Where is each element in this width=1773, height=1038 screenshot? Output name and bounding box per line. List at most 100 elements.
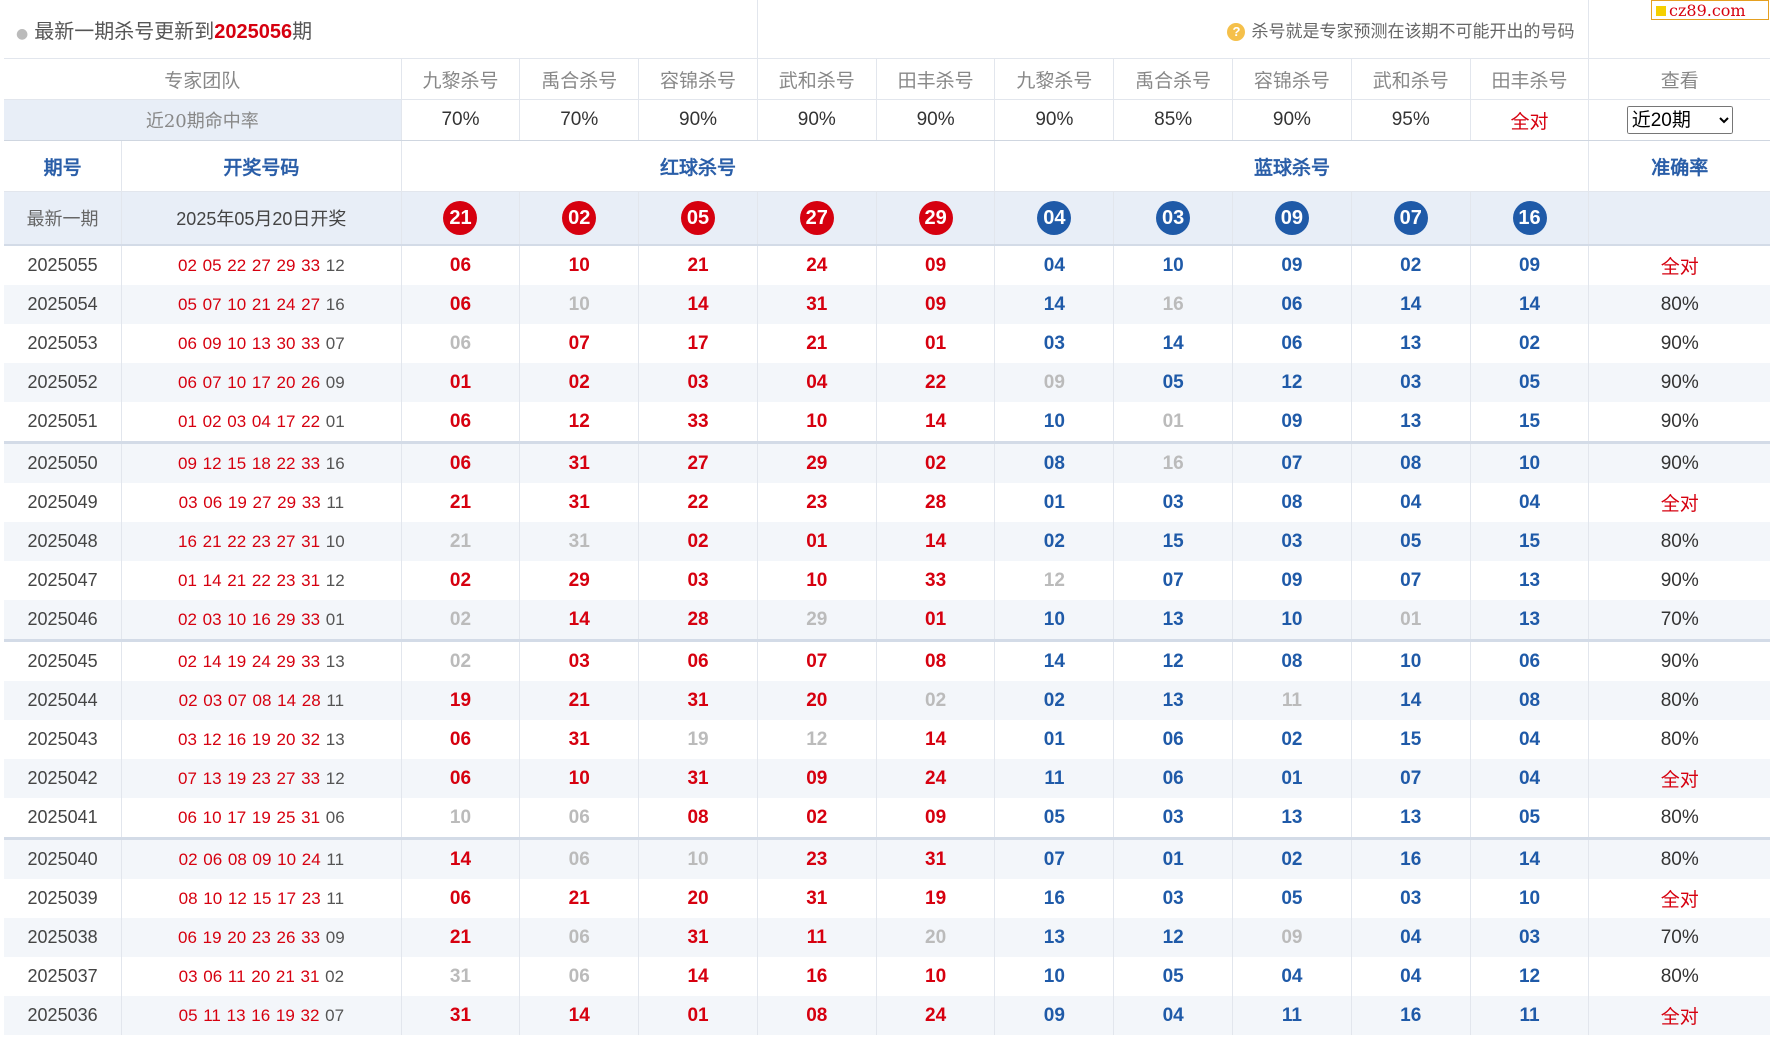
site-logo[interactable]: cz89.com	[1651, 0, 1769, 20]
blue-kill-number: 08	[1350, 442, 1471, 483]
blue-kill-number: 03	[1232, 522, 1352, 561]
red-kill-number: 06	[519, 957, 639, 996]
blue-kill-number: 09	[1469, 245, 1589, 285]
red-kill-number: 28	[638, 600, 758, 642]
draw-blue-number: 11	[326, 690, 345, 710]
red-kill-number: 21	[400, 918, 520, 957]
red-kill-number: 14	[875, 522, 995, 561]
blue-kill-number: 08	[1469, 681, 1589, 720]
red-kill-number: 17	[638, 324, 758, 363]
expert-hit-rate: 90%	[638, 99, 758, 141]
period-select[interactable]: 近20期	[1626, 106, 1733, 134]
latest-blue-kill-cell: 03	[1113, 191, 1233, 246]
draw-red-numbers: 07 13 19 23 27 33	[177, 768, 321, 788]
red-kill-number: 01	[875, 600, 995, 642]
latest-red-kill-cell: 02	[519, 191, 639, 246]
red-kill-number: 06	[400, 402, 520, 444]
issue-number: 2025055	[27, 255, 98, 275]
latest-red-kill-cell: 21	[400, 191, 520, 246]
issue-number: 2025042	[4, 759, 122, 798]
blue-kill-number: 02	[1232, 838, 1352, 879]
red-kill-number: 31	[756, 879, 877, 918]
blue-ball: 09	[1274, 201, 1309, 235]
blue-kill-number: 05	[1232, 879, 1352, 918]
red-kill-number: 29	[519, 561, 639, 600]
blue-kill-number: 03	[1113, 483, 1233, 522]
latest-label: 最新一期	[4, 191, 122, 246]
red-kill-number: 12	[756, 720, 877, 759]
draw-blue-number: 11	[326, 492, 345, 512]
red-kill-number: 16	[756, 957, 877, 996]
red-kill-number: 06	[400, 759, 520, 798]
expert-column-header: 田丰杀号	[1469, 58, 1589, 100]
draw-blue-number: 10	[325, 531, 345, 551]
blue-kill-number: 12	[1469, 957, 1589, 996]
accuracy-value: 全对	[1588, 879, 1770, 918]
blue-kill-number: 13	[1113, 681, 1233, 720]
blue-kill-number: 13	[1232, 798, 1352, 840]
blue-kill-number: 10	[994, 957, 1114, 996]
draw-blue-number: 07	[325, 1005, 345, 1025]
red-kill-number: 10	[875, 957, 995, 996]
expert-column-header: 武和杀号	[1350, 58, 1471, 100]
blue-kill-number: 09	[1232, 245, 1352, 285]
draw-red-numbers: 06 19 20 23 26 33	[177, 927, 321, 947]
red-ball: 27	[799, 201, 834, 235]
blue-kill-number: 15	[1469, 522, 1589, 561]
red-kill-number: 29	[756, 442, 877, 483]
latest-draw-date: 2025年05月20日开奖	[121, 191, 402, 246]
issue-number: 2025044	[4, 681, 122, 720]
draw-numbers: 07 13 19 23 27 33 12	[121, 759, 402, 798]
column-header-row: 期号 开奖号码 红球杀号 蓝球杀号 准确率	[4, 140, 1770, 192]
blue-kill-number: 05	[1469, 363, 1589, 402]
accuracy-value: 80%	[1588, 798, 1770, 840]
issue-number: 2025043	[27, 729, 98, 749]
red-kill-number: 14	[875, 720, 995, 759]
latest-blue-kill-cell: 07	[1350, 191, 1471, 246]
expert-hit-rate: 70%	[400, 99, 520, 141]
table-row: 2025051 01 02 03 04 17 22 01 06 12 33 10 14 10 0…	[4, 402, 1770, 444]
red-kill-number: 11	[756, 918, 877, 957]
blue-kill-number: 07	[1350, 561, 1471, 600]
blue-kill-number: 11	[1232, 681, 1352, 720]
expert-hit-rate: 90%	[756, 99, 877, 141]
table-row: 2025041 06 10 17 19 25 31 06 10 06 08 02 09 05 0…	[4, 798, 1770, 840]
red-kill-number: 31	[519, 483, 639, 522]
blue-kill-number: 10	[1232, 600, 1352, 642]
accuracy-value: 80%	[1588, 720, 1770, 759]
red-kill-number: 06	[400, 245, 520, 285]
blue-kill-number: 04	[1469, 759, 1589, 798]
latest-blue-kill-cell: 16	[1469, 191, 1589, 246]
red-kill-number: 24	[875, 996, 995, 1035]
red-kill-number: 33	[638, 402, 758, 444]
period-select-cell: 近20期	[1588, 99, 1770, 141]
red-ball: 02	[562, 201, 597, 235]
table-row: 2025053 06 09 10 13 30 33 07 06 07 17 21 01 03 1…	[4, 324, 1770, 363]
latest-accuracy-cell	[1588, 191, 1770, 246]
blue-kill-number: 09	[994, 363, 1114, 402]
blue-kill-number: 14	[994, 640, 1114, 681]
draw-red-numbers: 06 09 10 13 30 33	[177, 333, 321, 353]
draw-blue-number: 09	[325, 927, 345, 947]
blue-ball: 16	[1512, 201, 1547, 235]
blue-kill-number: 05	[1350, 522, 1471, 561]
blue-kill-number: 14	[994, 285, 1114, 324]
draw-red-numbers: 16 21 22 23 27 31	[177, 531, 321, 551]
accuracy-value: 90%	[1588, 561, 1770, 600]
red-kill-number: 22	[638, 483, 758, 522]
red-kill-number: 12	[519, 402, 639, 444]
kill-hint: ? 杀号就是专家预测在该期不可能开出的号码	[756, 0, 1589, 59]
blue-kill-number: 09	[1232, 918, 1352, 957]
draw-red-numbers: 03 06 19 27 29 33	[178, 492, 321, 512]
red-kill-number: 10	[756, 561, 877, 600]
red-kill-number: 01	[756, 522, 877, 561]
accuracy-value: 80%	[1588, 681, 1770, 720]
blue-kill-number: 01	[994, 720, 1114, 759]
blue-kill-number: 07	[1113, 561, 1233, 600]
red-kill-number: 10	[519, 759, 639, 798]
blue-kill-number: 13	[1350, 324, 1471, 363]
draw-red-numbers: 08 10 12 15 17 23	[178, 888, 321, 908]
table-row: 2025055 02 05 22 27 29 33 12 06 10 21 24 09 04 1…	[4, 245, 1770, 285]
blue-kill-number: 07	[1350, 759, 1471, 798]
draw-red-numbers: 05 11 13 16 19 32	[178, 1005, 320, 1025]
